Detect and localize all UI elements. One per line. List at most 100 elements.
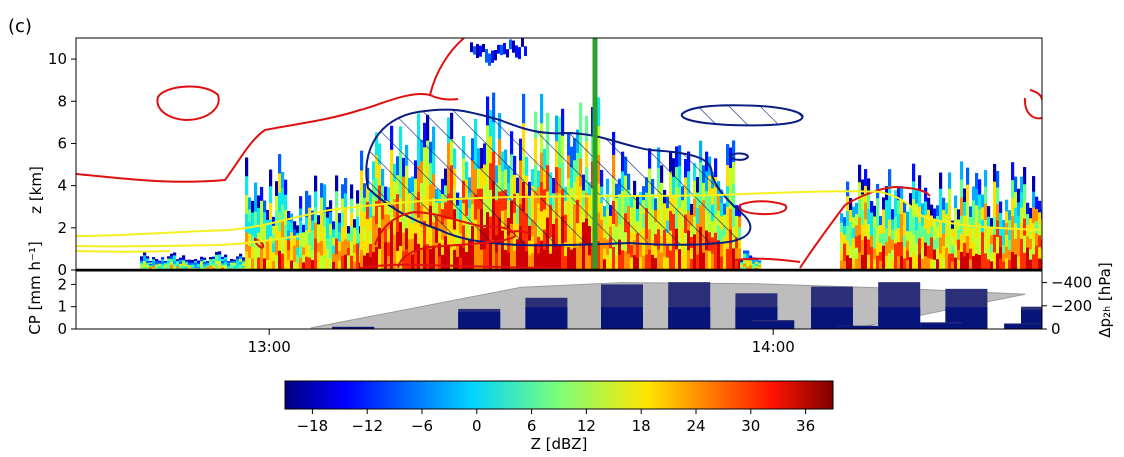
reflectivity-cell	[179, 261, 183, 265]
reflectivity-cell	[933, 239, 937, 251]
reflectivity-cell	[209, 259, 213, 262]
reflectivity-cell	[402, 232, 406, 252]
reflectivity-cell	[272, 225, 276, 236]
reflectivity-cell	[966, 201, 970, 220]
colorbar-tick-label: 36	[796, 417, 815, 435]
reflectivity-cell	[390, 197, 394, 223]
reflectivity-cell	[585, 244, 589, 270]
reflectivity-cell	[293, 261, 297, 270]
reflectivity-cell	[957, 249, 961, 261]
reflectivity-cell	[1041, 249, 1042, 261]
reflectivity-cell	[855, 214, 859, 226]
reflectivity-cell	[227, 261, 231, 264]
reflectivity-cell	[188, 263, 192, 266]
reflectivity-cell	[888, 219, 892, 237]
reflectivity-cell	[476, 44, 479, 59]
reflectivity-cell	[990, 235, 994, 245]
reflectivity-cell	[909, 257, 913, 270]
reflectivity-cell	[266, 259, 270, 270]
reflectivity-cell	[179, 257, 183, 261]
reflectivity-cell	[690, 247, 694, 260]
reflectivity-cell	[366, 201, 370, 220]
reflectivity-cell	[1035, 245, 1039, 259]
reflectivity-cell	[743, 250, 747, 255]
reflectivity-cell	[161, 257, 165, 260]
reflectivity-cell	[861, 179, 865, 196]
reflectivity-cell	[633, 255, 637, 270]
reflectivity-cell	[375, 247, 379, 270]
reflectivity-cell	[864, 253, 868, 270]
cp-bar-base	[836, 326, 879, 329]
reflectivity-cell	[284, 254, 288, 270]
reflectivity-cell	[534, 243, 538, 270]
reflectivity-cell	[663, 243, 667, 258]
reflectivity-cell	[1032, 207, 1036, 224]
reflectivity-cell	[918, 238, 922, 255]
reflectivity-cell	[900, 186, 904, 201]
reflectivity-cell	[149, 262, 153, 265]
reflectivity-cell	[278, 192, 282, 213]
reflectivity-cell	[639, 243, 643, 258]
reflectivity-cell	[167, 260, 171, 264]
reflectivity-cell	[215, 257, 219, 262]
reflectivity-cell	[885, 214, 889, 229]
reflectivity-cell	[344, 193, 348, 210]
reflectivity-cell	[393, 234, 397, 253]
reflectivity-cell	[963, 229, 967, 244]
reflectivity-cell	[936, 259, 940, 270]
reflectivity-cell	[1023, 218, 1027, 237]
colorbar-label: Z [dBZ]	[531, 435, 588, 453]
reflectivity-cell	[503, 42, 506, 55]
reflectivity-cell	[876, 255, 880, 270]
reflectivity-cell	[1005, 211, 1009, 224]
reflectivity-cell	[957, 209, 961, 220]
reflectivity-cell	[972, 214, 976, 229]
reflectivity-cell	[858, 164, 862, 183]
hatched-region-upper	[680, 104, 804, 127]
reflectivity-cell	[693, 252, 697, 270]
panel-label: (c)	[8, 16, 32, 37]
reflectivity-cell	[335, 222, 339, 239]
reflectivity-cell	[158, 266, 162, 269]
reflectivity-cell	[185, 261, 189, 264]
reflectivity-cell	[522, 240, 526, 270]
reflectivity-cell	[729, 188, 733, 210]
reflectivity-cell	[882, 233, 886, 247]
reflectivity-cell	[597, 241, 601, 270]
reflectivity-cell	[369, 243, 373, 258]
reflectivity-cell	[879, 234, 883, 244]
reflectivity-cell	[329, 258, 333, 270]
reflectivity-cell	[257, 207, 261, 221]
reflectivity-cell	[666, 257, 670, 270]
reflectivity-cell	[209, 263, 213, 267]
reflectivity-cell	[230, 266, 234, 269]
reflectivity-cell	[215, 263, 219, 268]
reflectivity-cell	[1026, 247, 1030, 260]
reflectivity-cell	[164, 262, 168, 265]
reflectivity-cell	[746, 253, 750, 258]
reflectivity-cell	[987, 248, 991, 260]
reflectivity-cell	[366, 252, 370, 270]
reflectivity-cell	[870, 201, 874, 214]
reflectivity-cell	[651, 239, 655, 256]
colorbar-tick-label: 30	[741, 417, 760, 435]
reflectivity-cell	[305, 204, 309, 218]
reflectivity-cell	[939, 188, 943, 206]
reflectivity-cell	[152, 259, 156, 262]
reflectivity-cell	[840, 222, 844, 233]
reflectivity-cell	[981, 207, 985, 221]
reflectivity-cell	[740, 263, 744, 266]
reflectivity-cell	[912, 181, 916, 200]
reflectivity-cell	[248, 257, 252, 270]
reflectivity-cell	[387, 242, 391, 257]
reflectivity-cell	[290, 241, 294, 252]
reflectivity-cell	[906, 211, 910, 222]
reflectivity-cell	[305, 230, 309, 245]
reflectivity-cell	[269, 203, 273, 221]
reflectivity-cell	[176, 266, 180, 269]
z-tick-label: 10	[48, 50, 67, 68]
reflectivity-cell	[341, 227, 345, 242]
reflectivity-cell	[942, 257, 946, 270]
reflectivity-cell	[233, 264, 237, 268]
reflectivity-cell	[843, 234, 847, 245]
